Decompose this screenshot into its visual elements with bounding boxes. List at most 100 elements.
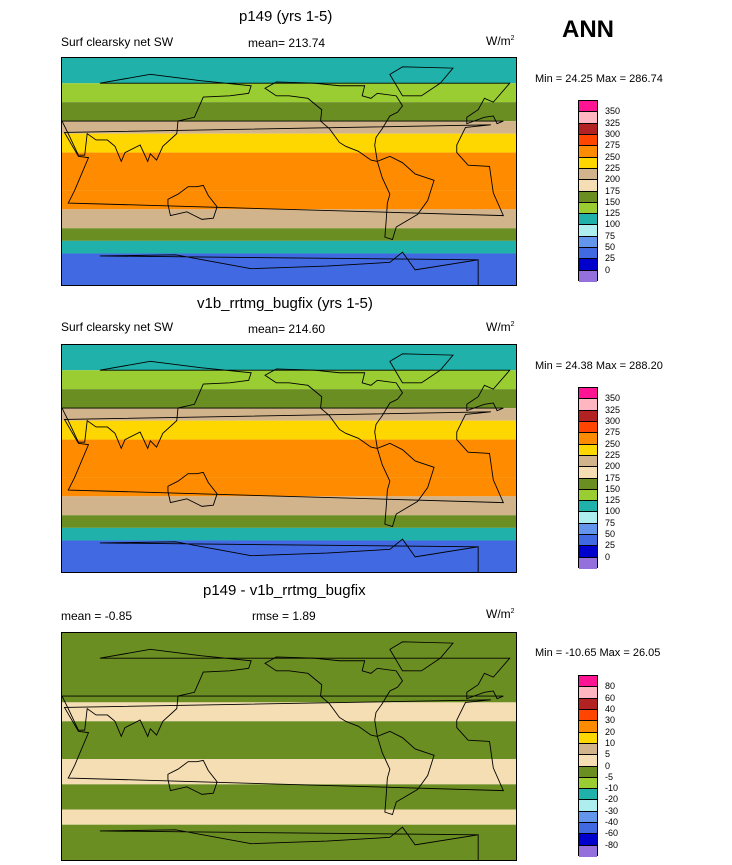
zonal-band (62, 389, 516, 409)
colorbar-swatch (579, 743, 597, 756)
colorbar-swatch (579, 512, 597, 524)
season-label: ANN (562, 16, 614, 43)
colorbar-swatch (579, 101, 597, 113)
coastline (167, 184, 218, 220)
colorbar-tick-label: 300 (605, 415, 621, 426)
panel1-mean-label: mean= 213.74 (248, 36, 326, 50)
colorbar-swatch (579, 433, 597, 445)
zonal-band (62, 439, 516, 478)
zonal-band (62, 240, 516, 254)
colorbar-tick-label: 200 (605, 174, 621, 185)
coastline (63, 124, 505, 217)
panel1-title: p149 (yrs 1-5) (239, 8, 333, 25)
colorbar-tick-label: 100 (605, 219, 621, 230)
zonal-band (62, 102, 516, 122)
panel3-units: W/m2 (486, 607, 515, 621)
colorbar-swatch (579, 399, 597, 411)
map-svg (62, 633, 516, 860)
colorbar-tick-label: 75 (605, 517, 616, 528)
colorbar-swatch (579, 777, 597, 790)
map-svg (62, 58, 516, 285)
colorbar-tick-label: 40 (605, 703, 616, 714)
colorbar-tick-label: -40 (605, 817, 619, 828)
panel2-mean-label: mean= 214.60 (248, 322, 326, 336)
colorbar-swatch (579, 259, 597, 271)
panel2-units: W/m2 (486, 320, 515, 334)
colorbar-swatch (579, 755, 597, 767)
colorbar-tick-label: 25 (605, 540, 616, 551)
colorbar-swatch (579, 523, 597, 536)
colorbar-swatch (579, 546, 597, 558)
colorbar-swatch (579, 202, 597, 215)
zonal-band (62, 152, 516, 191)
colorbar-swatch (579, 687, 597, 699)
colorbar-swatch (579, 811, 597, 824)
zonal-band (62, 721, 516, 760)
colorbar-tick-label: 60 (605, 692, 616, 703)
colorbar-tick-label: 50 (605, 529, 616, 540)
panel2-title: v1b_rrtmg_bugfix (yrs 1-5) (197, 295, 373, 312)
colorbar-tick-label: 80 (605, 681, 616, 692)
colorbar-tick-label: 125 (605, 208, 621, 219)
colorbar-tick-label: 250 (605, 438, 621, 449)
coastline (376, 730, 435, 816)
colorbar-tick-label: -60 (605, 828, 619, 839)
panel2-colorbar (578, 387, 598, 569)
zonal-band (62, 345, 516, 371)
colorbar-tick-label: -5 (605, 771, 614, 782)
panel2-variable-label: Surf clearsky net SW (61, 320, 174, 334)
colorbar-swatch (579, 489, 597, 502)
panel3-minmax: Min = -10.65 Max = 26.05 (535, 647, 661, 659)
panel1-variable-label: Surf clearsky net SW (61, 35, 174, 49)
zonal-band (62, 408, 516, 421)
zonal-band (62, 190, 516, 210)
coastline (389, 66, 454, 97)
zonal-band (62, 784, 516, 810)
colorbar-swatch (579, 535, 597, 547)
colorbar-swatch (579, 180, 597, 192)
colorbar-swatch (579, 766, 597, 778)
panel1-units: W/m2 (486, 34, 515, 48)
colorbar-swatch (579, 789, 597, 801)
colorbar-tick-label: 0 (605, 760, 611, 771)
colorbar-tick-label: 10 (605, 737, 616, 748)
colorbar-swatch (579, 732, 597, 744)
coastline (167, 759, 218, 795)
colorbar-swatch (579, 134, 597, 147)
colorbar-tick-label: 350 (605, 106, 621, 117)
colorbar-tick-label: 325 (605, 404, 621, 415)
colorbar-tick-label: 175 (605, 472, 621, 483)
colorbar-swatch (579, 709, 597, 722)
colorbar-swatch (579, 214, 597, 226)
colorbar-tick-label: 225 (605, 162, 621, 173)
coastline (167, 471, 218, 507)
coastline (264, 81, 404, 162)
colorbar-swatch (579, 123, 597, 135)
coastline (99, 251, 479, 285)
zonal-band (62, 58, 516, 84)
colorbar-swatch (579, 112, 597, 124)
colorbar-tick-label: 150 (605, 196, 621, 207)
colorbar-tick-label: 25 (605, 253, 616, 264)
colorbar-swatch (579, 698, 597, 710)
colorbar-swatch (579, 800, 597, 812)
panel3-title: p149 - v1b_rrtmg_bugfix (203, 582, 366, 599)
colorbar-swatch (579, 168, 597, 181)
coastline (62, 73, 511, 163)
colorbar-tick-label: 0 (605, 551, 611, 562)
colorbar-tick-label: 100 (605, 506, 621, 517)
zonal-band (62, 702, 516, 722)
zonal-band (62, 633, 516, 703)
panel3-colorbar (578, 675, 598, 857)
colorbar-tick-label: 150 (605, 483, 621, 494)
coastline (264, 656, 404, 737)
zonal-band (62, 420, 516, 440)
zonal-band (62, 370, 516, 390)
colorbar-tick-label: 30 (605, 715, 616, 726)
colorbar-tick-label: 50 (605, 242, 616, 253)
colorbar-swatch (579, 225, 597, 237)
colorbar-tick-label: -80 (605, 839, 619, 850)
colorbar-tick-label: 325 (605, 117, 621, 128)
zonal-band (62, 496, 516, 516)
colorbar-tick-label: 275 (605, 140, 621, 151)
